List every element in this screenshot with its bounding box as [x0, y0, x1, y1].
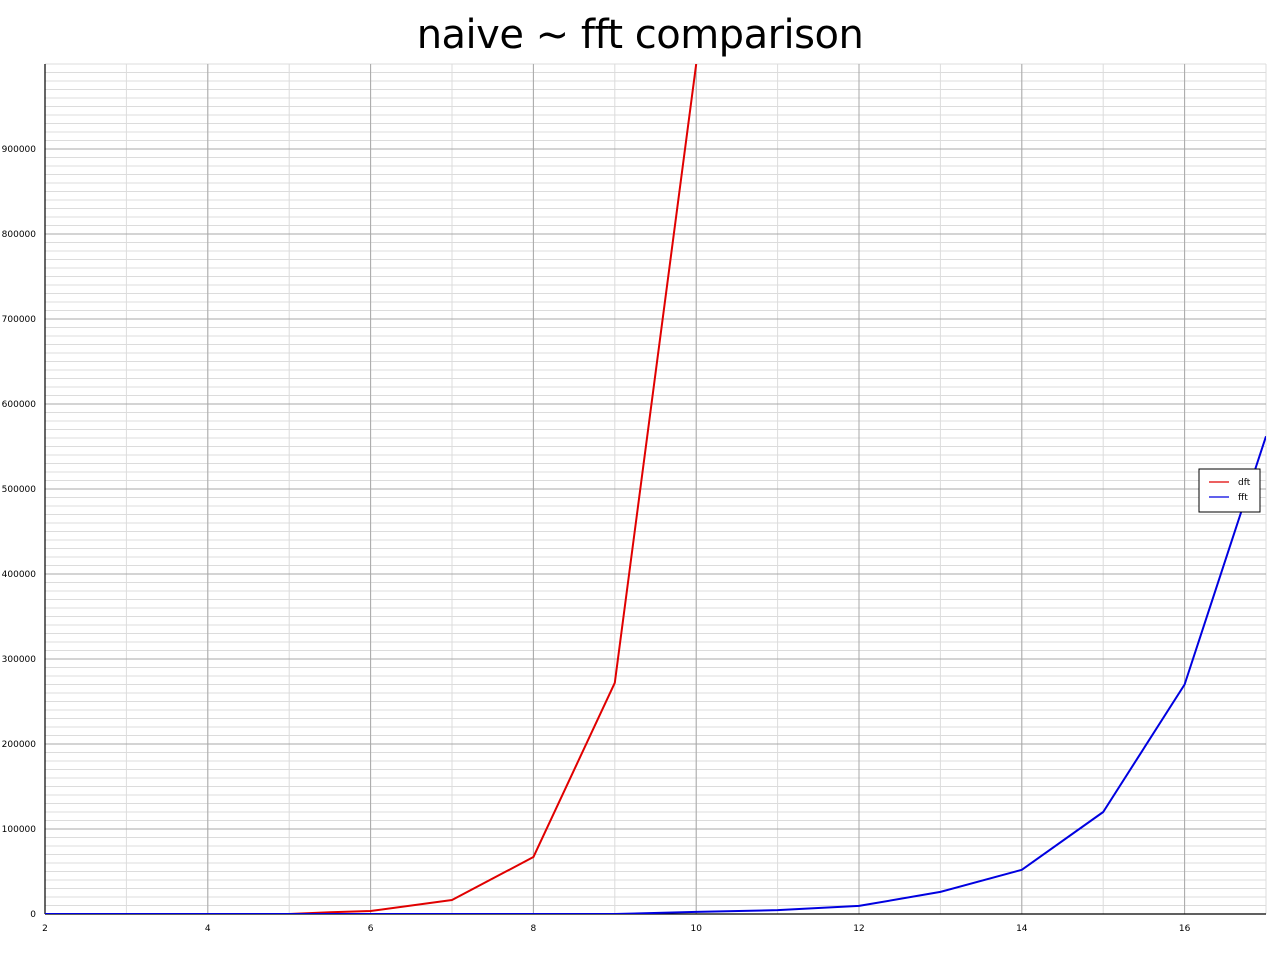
x-tick-label: 8	[531, 924, 537, 934]
x-tick-label: 2	[42, 924, 48, 934]
y-tick-label: 0	[30, 910, 36, 920]
major-grid	[44, 64, 1266, 915]
legend-label-fft: fft	[1238, 493, 1248, 503]
y-tick-label: 100000	[2, 825, 37, 835]
y-tick-label: 400000	[2, 570, 37, 580]
chart-title: naive ~ fft comparison	[416, 12, 864, 58]
series-line-fft	[45, 435, 1266, 914]
y-tick-label: 200000	[2, 740, 37, 750]
y-tick-labels: 0 100000 200000 300000 400000 500000 600000 700…	[2, 145, 37, 920]
y-tick-label: 500000	[2, 485, 37, 495]
x-tick-label: 16	[1179, 924, 1191, 934]
legend-label-dft: dft	[1238, 478, 1251, 488]
x-tick-label: 10	[690, 924, 702, 934]
y-tick-label: 800000	[2, 230, 37, 240]
legend-box	[1198, 468, 1261, 513]
x-tick-label: 12	[853, 924, 864, 934]
y-tick-label: 600000	[2, 400, 37, 410]
x-tick-labels: 2 4 6 8 10 12 14 16	[42, 924, 1190, 934]
y-tick-label: 300000	[2, 655, 37, 665]
legend: dft fft	[1198, 468, 1261, 513]
y-tick-label: 900000	[2, 145, 37, 155]
x-tick-label: 4	[205, 924, 211, 934]
series-line-dft	[45, 64, 698, 914]
x-tick-label: 6	[368, 924, 374, 934]
y-tick-label: 700000	[2, 315, 37, 325]
series-layer	[45, 64, 1266, 914]
x-tick-label: 14	[1016, 924, 1028, 934]
